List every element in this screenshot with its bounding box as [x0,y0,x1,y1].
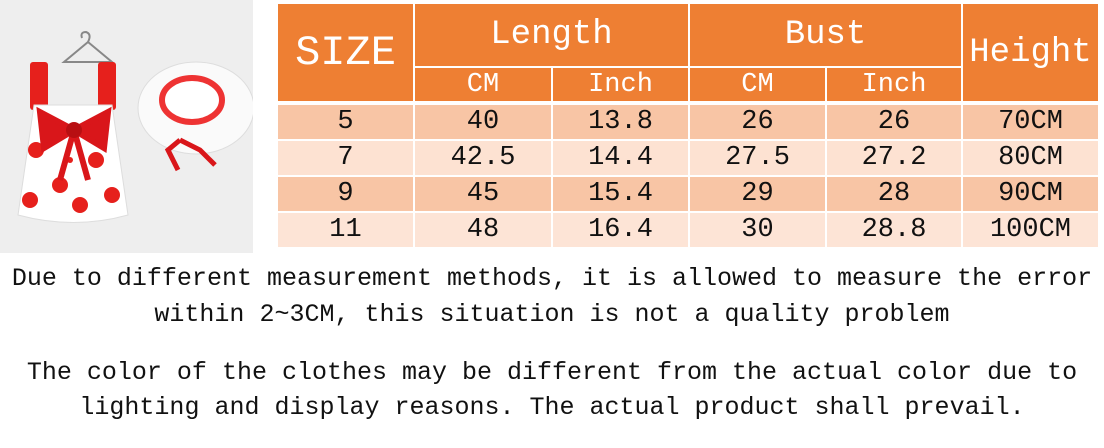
table-cell: 90CM [963,177,1098,211]
table-cell: 70CM [963,105,1098,139]
table-cell: 27.2 [827,141,961,175]
table-cell: 100CM [963,213,1098,247]
table-cell: 40 [415,105,551,139]
table-cell: 30 [690,213,825,247]
table-cell: 16.4 [553,213,688,247]
table-cell: 45 [415,177,551,211]
table-cell: 29 [690,177,825,211]
table-cell: 14.4 [553,141,688,175]
note-line: The color of the clothes may be differen… [26,358,1078,387]
table-cell: 9 [278,177,413,211]
product-image [0,0,253,253]
table-cell: 48 [415,213,551,247]
table-cell: 26 [690,105,825,139]
table-cell: 11 [278,213,413,247]
table-cell: 80CM [963,141,1098,175]
subheader: Inch [827,68,961,101]
table-cell: 28.8 [827,213,961,247]
table-cell: 42.5 [415,141,551,175]
table-cell: 28 [827,177,961,211]
table-cell: 15.4 [553,177,688,211]
subheader: Inch [553,68,688,101]
table-cell: 5 [278,105,413,139]
note-line: lighting and display reasons. The actual… [79,393,1025,422]
table-cell: 26 [827,105,961,139]
note-line: within 2~3CM, this situation is not a qu… [154,300,950,329]
height-header: Height [963,4,1098,101]
size-header: SIZE [278,4,413,101]
bust-header: Bust [690,4,961,66]
note-line: Due to different measurement methods, it… [11,264,1093,293]
table-cell: 13.8 [553,105,688,139]
length-header: Length [415,4,688,66]
subheader: CM [690,68,825,101]
subheader: CM [415,68,551,101]
table-cell: 7 [278,141,413,175]
table-cell: 27.5 [690,141,825,175]
